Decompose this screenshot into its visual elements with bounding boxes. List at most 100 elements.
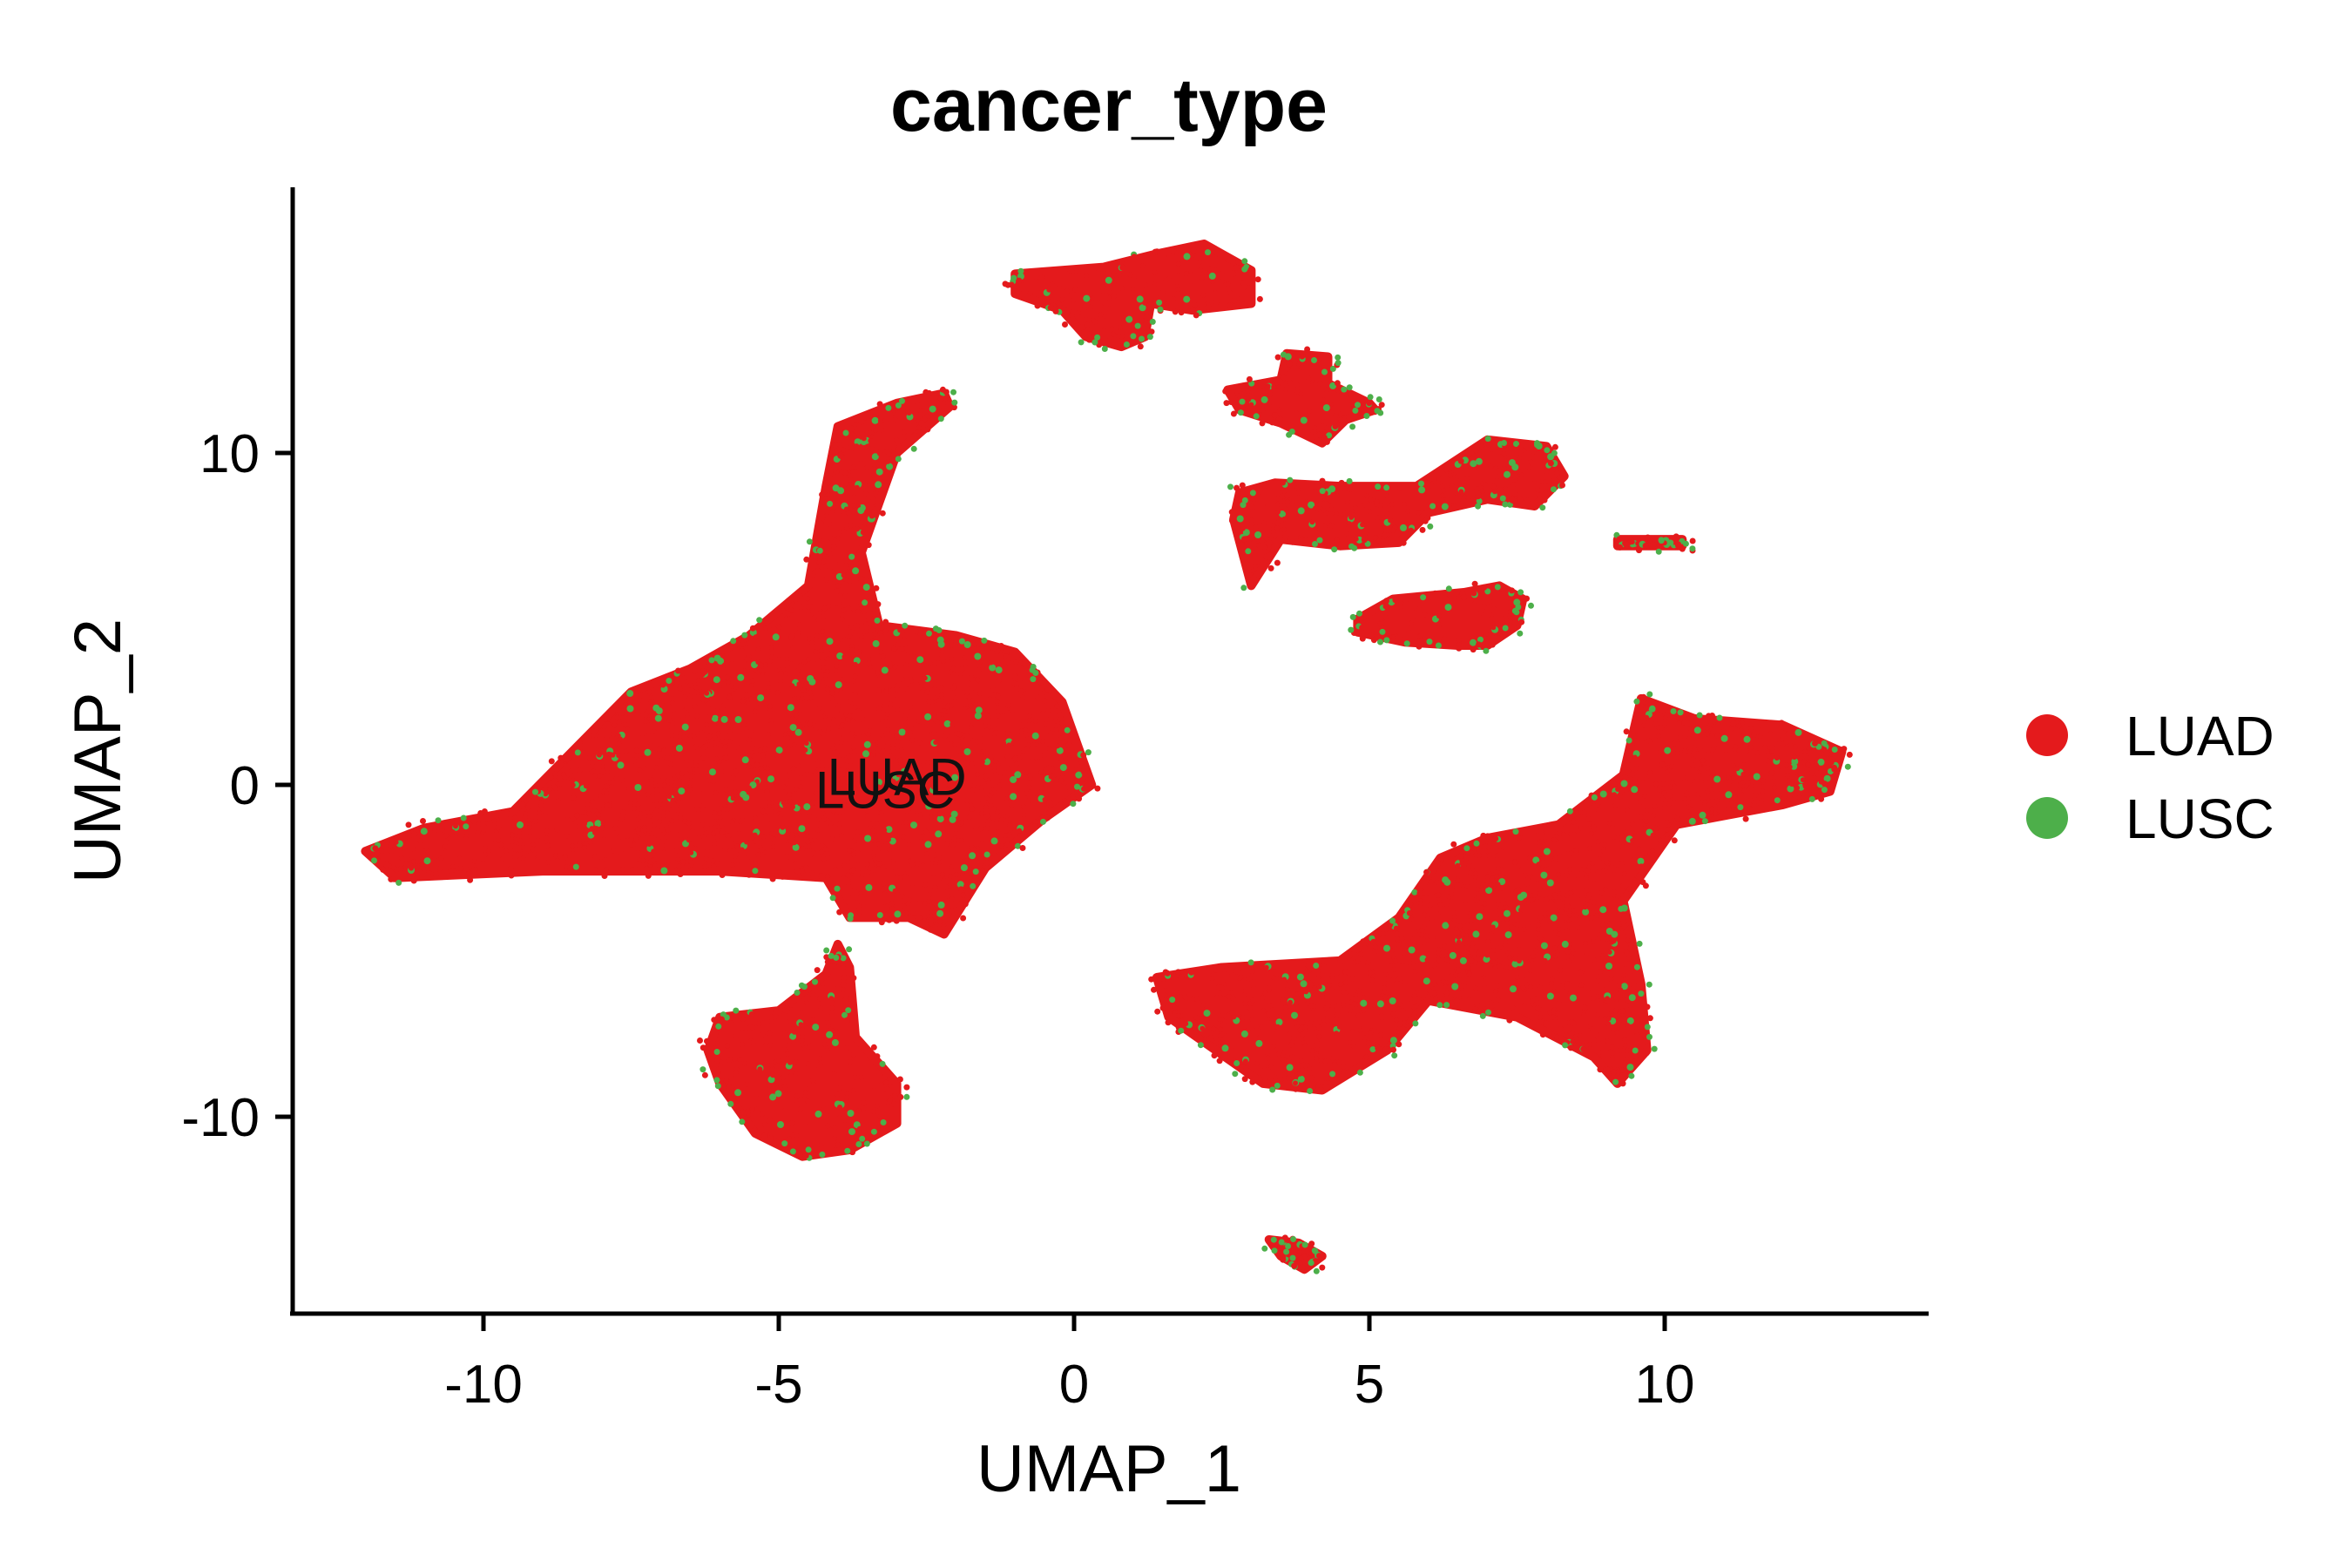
point-luad — [1625, 956, 1632, 962]
point-luad — [1348, 1007, 1354, 1013]
point-luad — [1396, 976, 1402, 982]
point-luad — [1673, 533, 1680, 540]
point-luad — [1451, 504, 1458, 510]
point-luad — [1682, 748, 1688, 754]
point-luad — [830, 801, 836, 808]
point-luad — [1573, 912, 1579, 918]
point-lusc — [1823, 774, 1831, 782]
cluster-annotation-label: LUSC — [815, 761, 955, 820]
point-luad — [983, 795, 990, 801]
point-luad — [1187, 266, 1193, 272]
point-luad — [745, 1108, 751, 1115]
point-luad — [734, 843, 740, 849]
point-luad — [1620, 919, 1627, 926]
point-luad — [1233, 968, 1240, 975]
point-luad — [856, 549, 862, 555]
point-luad — [651, 848, 657, 855]
point-luad — [1760, 793, 1766, 799]
point-luad — [811, 722, 817, 728]
point-luad — [665, 727, 670, 733]
point-lusc — [634, 784, 642, 791]
point-lusc — [1270, 1236, 1277, 1243]
point-luad — [835, 640, 841, 646]
point-luad — [1400, 1008, 1406, 1014]
point-luad — [1274, 559, 1281, 566]
point-luad — [1433, 928, 1438, 934]
point-luad — [1006, 742, 1012, 748]
cluster-points — [1002, 244, 1263, 352]
point-luad — [1785, 731, 1791, 737]
point-luad — [1732, 794, 1738, 801]
point-luad — [983, 645, 990, 652]
point-luad — [1218, 1026, 1224, 1032]
point-luad — [794, 1093, 800, 1099]
point-luad — [1390, 1011, 1396, 1017]
point-luad — [646, 689, 652, 695]
point-luad — [1051, 773, 1057, 779]
point-luad — [1761, 745, 1767, 750]
point-luad — [791, 696, 797, 702]
point-luad — [548, 758, 555, 765]
point-luad — [884, 711, 890, 717]
point-luad — [885, 740, 891, 747]
point-luad — [1117, 272, 1123, 278]
point-luad — [729, 661, 735, 666]
point-luad — [1611, 834, 1617, 840]
point-luad — [1671, 837, 1678, 844]
point-luad — [1577, 1032, 1583, 1038]
point-luad — [960, 915, 967, 922]
point-luad — [1265, 1067, 1271, 1072]
point-luad — [681, 740, 687, 746]
point-luad — [1017, 679, 1024, 686]
point-luad — [869, 445, 875, 451]
point-luad — [754, 794, 760, 800]
point-lusc — [1301, 1241, 1308, 1248]
point-luad — [612, 722, 618, 728]
point-luad — [740, 722, 747, 728]
point-luad — [814, 633, 820, 639]
point-luad — [1228, 1047, 1233, 1053]
point-luad — [816, 679, 822, 685]
point-lusc — [1551, 449, 1558, 456]
point-luad — [834, 663, 840, 669]
point-luad — [916, 740, 923, 746]
point-lusc — [644, 748, 652, 756]
point-luad — [711, 863, 717, 869]
point-luad — [1661, 805, 1667, 811]
point-luad — [835, 429, 841, 436]
point-luad — [1248, 504, 1254, 510]
point-lusc — [1539, 504, 1546, 511]
point-luad — [483, 845, 488, 851]
point-luad — [774, 1063, 781, 1069]
point-luad — [1457, 923, 1463, 929]
point-luad — [1264, 385, 1270, 392]
point-luad — [1642, 793, 1648, 799]
point-luad — [708, 1044, 715, 1051]
point-lusc — [808, 678, 816, 686]
point-luad — [1038, 274, 1045, 281]
point-lusc — [901, 767, 909, 775]
point-luad — [1615, 777, 1621, 783]
point-luad — [448, 868, 455, 875]
point-luad — [793, 786, 799, 792]
point-luad — [962, 706, 968, 711]
point-luad — [854, 484, 860, 490]
point-luad — [1821, 747, 1828, 753]
point-luad — [1400, 539, 1407, 546]
point-luad — [1346, 954, 1352, 960]
point-luad — [926, 699, 932, 705]
point-luad — [871, 486, 877, 492]
point-luad — [852, 673, 858, 679]
point-luad — [1342, 974, 1348, 980]
point-luad — [783, 1018, 789, 1024]
point-lusc — [1335, 354, 1342, 361]
point-luad — [1563, 915, 1569, 921]
point-luad — [785, 747, 791, 752]
point-luad — [739, 648, 745, 654]
point-luad — [1099, 284, 1105, 290]
point-luad — [1301, 1249, 1307, 1254]
point-luad — [858, 576, 865, 583]
point-lusc — [951, 399, 958, 406]
point-lusc — [737, 673, 745, 681]
point-luad — [390, 864, 396, 870]
